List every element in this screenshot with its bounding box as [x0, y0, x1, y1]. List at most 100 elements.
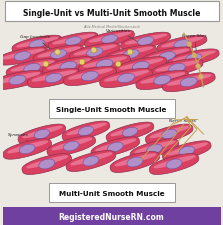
Polygon shape	[91, 137, 140, 158]
Text: Synapses: Synapses	[8, 132, 40, 151]
Polygon shape	[18, 125, 66, 144]
Ellipse shape	[166, 159, 182, 169]
Ellipse shape	[24, 64, 40, 73]
Polygon shape	[0, 71, 44, 90]
Polygon shape	[48, 33, 98, 51]
Text: Single-Unit Smooth Muscle: Single-Unit Smooth Muscle	[56, 106, 167, 112]
Ellipse shape	[161, 130, 177, 139]
Polygon shape	[125, 35, 167, 45]
Text: Nerve fibers: Nerve fibers	[169, 119, 196, 127]
Polygon shape	[27, 69, 80, 88]
Circle shape	[91, 48, 97, 54]
Circle shape	[192, 54, 197, 59]
Polygon shape	[68, 69, 113, 80]
Ellipse shape	[34, 130, 50, 139]
Ellipse shape	[19, 144, 35, 154]
Polygon shape	[63, 67, 116, 86]
Text: Varicosities: Varicosities	[105, 29, 137, 42]
Polygon shape	[83, 57, 127, 68]
Polygon shape	[1, 49, 44, 60]
Ellipse shape	[87, 48, 103, 57]
Polygon shape	[161, 38, 203, 48]
Polygon shape	[150, 126, 190, 139]
Polygon shape	[62, 122, 110, 141]
Ellipse shape	[78, 127, 94, 136]
Polygon shape	[84, 31, 134, 49]
Ellipse shape	[83, 156, 99, 166]
Text: RegisteredNurseRN.com: RegisteredNurseRN.com	[58, 213, 164, 222]
Polygon shape	[26, 155, 68, 169]
Ellipse shape	[154, 76, 171, 85]
Circle shape	[199, 75, 204, 80]
Ellipse shape	[81, 72, 98, 81]
Ellipse shape	[65, 38, 81, 46]
Ellipse shape	[9, 76, 26, 85]
Polygon shape	[10, 61, 54, 72]
Polygon shape	[115, 57, 167, 76]
Ellipse shape	[60, 62, 77, 71]
Polygon shape	[110, 152, 160, 173]
Polygon shape	[157, 36, 207, 54]
Polygon shape	[22, 126, 62, 139]
Circle shape	[196, 64, 200, 69]
Polygon shape	[136, 71, 189, 90]
Polygon shape	[100, 69, 153, 88]
Ellipse shape	[123, 50, 139, 59]
Text: Nerve fiber: Nerve fiber	[182, 34, 206, 65]
Polygon shape	[162, 141, 211, 162]
Polygon shape	[151, 59, 203, 78]
Polygon shape	[6, 59, 58, 78]
Ellipse shape	[14, 52, 31, 61]
Polygon shape	[142, 48, 193, 66]
Ellipse shape	[45, 74, 62, 83]
Polygon shape	[106, 123, 154, 142]
Polygon shape	[155, 61, 199, 72]
Ellipse shape	[101, 36, 118, 44]
Polygon shape	[146, 49, 189, 60]
Polygon shape	[149, 154, 199, 175]
Polygon shape	[105, 46, 156, 64]
Polygon shape	[16, 38, 59, 48]
Ellipse shape	[122, 128, 138, 137]
Ellipse shape	[39, 159, 55, 169]
Polygon shape	[110, 47, 153, 58]
Polygon shape	[37, 47, 81, 58]
Polygon shape	[70, 153, 112, 166]
Ellipse shape	[138, 38, 154, 46]
Polygon shape	[0, 73, 40, 84]
Polygon shape	[74, 45, 117, 56]
Polygon shape	[162, 73, 215, 92]
Polygon shape	[145, 125, 193, 144]
Polygon shape	[167, 143, 208, 156]
Polygon shape	[69, 44, 120, 62]
Polygon shape	[78, 55, 130, 74]
Polygon shape	[47, 59, 91, 70]
Ellipse shape	[50, 50, 67, 59]
FancyBboxPatch shape	[49, 183, 175, 202]
Polygon shape	[167, 75, 212, 86]
Ellipse shape	[159, 52, 175, 61]
Polygon shape	[3, 139, 52, 160]
Ellipse shape	[64, 142, 79, 151]
Ellipse shape	[118, 74, 134, 83]
Polygon shape	[121, 33, 171, 51]
Text: Single-Unit vs Multi-Unit Smooth Muscle: Single-Unit vs Multi-Unit Smooth Muscle	[23, 9, 200, 17]
Polygon shape	[7, 141, 48, 154]
Polygon shape	[32, 71, 76, 82]
Polygon shape	[22, 154, 72, 175]
Circle shape	[55, 50, 60, 56]
Polygon shape	[115, 154, 156, 167]
Polygon shape	[0, 48, 48, 66]
FancyBboxPatch shape	[3, 207, 221, 225]
Polygon shape	[47, 136, 96, 157]
Circle shape	[127, 50, 133, 56]
Polygon shape	[52, 35, 95, 45]
Polygon shape	[42, 57, 94, 76]
Text: Multi-Unit Smooth Muscle: Multi-Unit Smooth Muscle	[59, 190, 164, 196]
Ellipse shape	[96, 60, 113, 69]
Text: Gap Junctions: Gap Junctions	[20, 35, 56, 55]
FancyBboxPatch shape	[5, 2, 219, 22]
Ellipse shape	[29, 40, 45, 49]
Ellipse shape	[147, 144, 162, 154]
Ellipse shape	[186, 54, 202, 63]
